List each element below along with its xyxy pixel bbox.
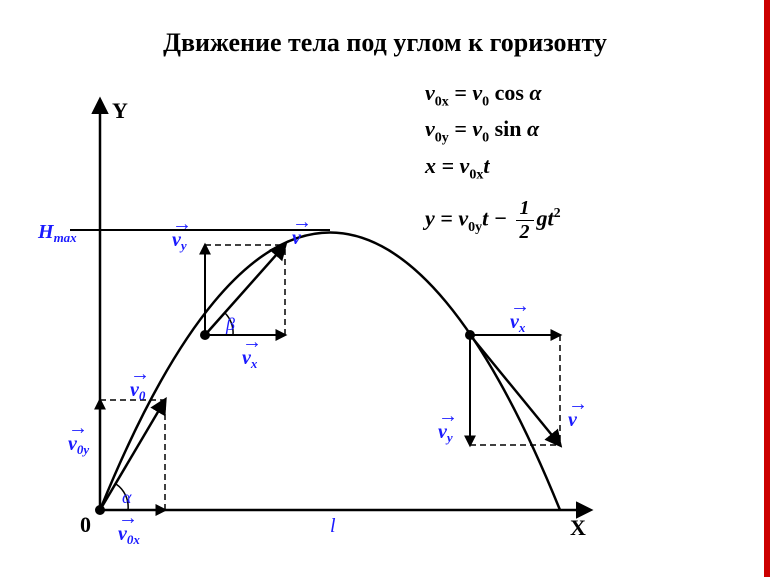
v0-vector: [100, 400, 165, 510]
trajectory-diagram: Y X 0 Hmax α →v0 →v0y →v0x β →vy →: [30, 80, 630, 560]
p1-vy-label: →vy: [172, 213, 192, 253]
range-label: l: [330, 515, 336, 537]
alpha-label: α: [122, 487, 132, 507]
p1-v-vector: [205, 245, 285, 335]
beta-label: β: [225, 314, 235, 334]
v0y-label: →v0y: [68, 417, 89, 457]
origin-label: 0: [80, 512, 91, 537]
accent-stripe: [764, 0, 770, 577]
page-title: Движение тела под углом к горизонту: [0, 28, 770, 58]
v0x-label: →v0x: [118, 507, 140, 547]
p3-vx-label: →vx: [510, 295, 530, 335]
hmax-label: Hmax: [37, 221, 77, 245]
trajectory-curve: [100, 233, 560, 511]
p1-v-label: →v: [292, 211, 312, 249]
p3-vy-label: →vy: [438, 405, 458, 445]
p1-vx-label: →vx: [242, 331, 262, 371]
y-axis-label: Y: [112, 98, 128, 123]
p3-v-vector: [470, 335, 560, 445]
x-axis-label: X: [570, 515, 586, 540]
p3-v-label: →v: [568, 393, 588, 431]
v0-label: →v0: [130, 363, 150, 403]
